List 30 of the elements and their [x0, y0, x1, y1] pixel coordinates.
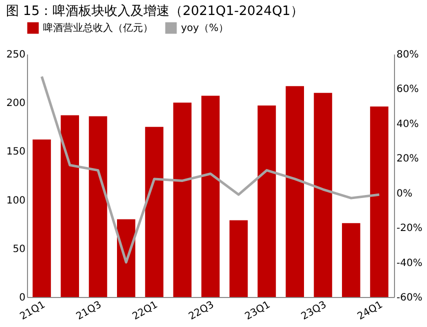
chart-title: 图 15：啤酒板块收入及增速（2021Q1-2024Q1）: [6, 4, 304, 19]
y2-tick-label: 20%: [396, 154, 419, 165]
y2-tick-label: 60%: [396, 84, 419, 96]
y2-tick-label: 80%: [396, 50, 419, 60]
bar: [32, 140, 51, 297]
y-tick-label: 250: [6, 50, 26, 60]
y2-tick-label: 0%: [396, 188, 412, 200]
y2-tick-label: -20%: [396, 223, 422, 234]
y2-tick-label: 40%: [396, 118, 419, 130]
bar: [60, 115, 80, 297]
bar: [258, 106, 276, 297]
y-tick-label: 150: [6, 146, 26, 158]
bar: [145, 126, 164, 297]
legend-label: 啤酒营业总收入（亿元）: [43, 22, 153, 34]
bar: [88, 116, 108, 297]
bar: [201, 96, 220, 297]
y2-tick-label: -40%: [396, 258, 422, 269]
bar: [314, 92, 332, 297]
bar: [342, 223, 360, 297]
bar: [173, 102, 192, 297]
y-tick-label: 200: [6, 98, 26, 110]
bar: [286, 86, 304, 297]
legend-label: yoy（%）: [181, 23, 228, 34]
y-tick-label: 0: [19, 292, 26, 304]
bar: [229, 220, 248, 297]
bar: [370, 106, 388, 297]
y-tick-label: 100: [6, 195, 26, 206]
y2-tick-label: -60%: [396, 292, 422, 304]
line-series: [40, 75, 380, 264]
y-tick-label: 50: [12, 244, 26, 255]
